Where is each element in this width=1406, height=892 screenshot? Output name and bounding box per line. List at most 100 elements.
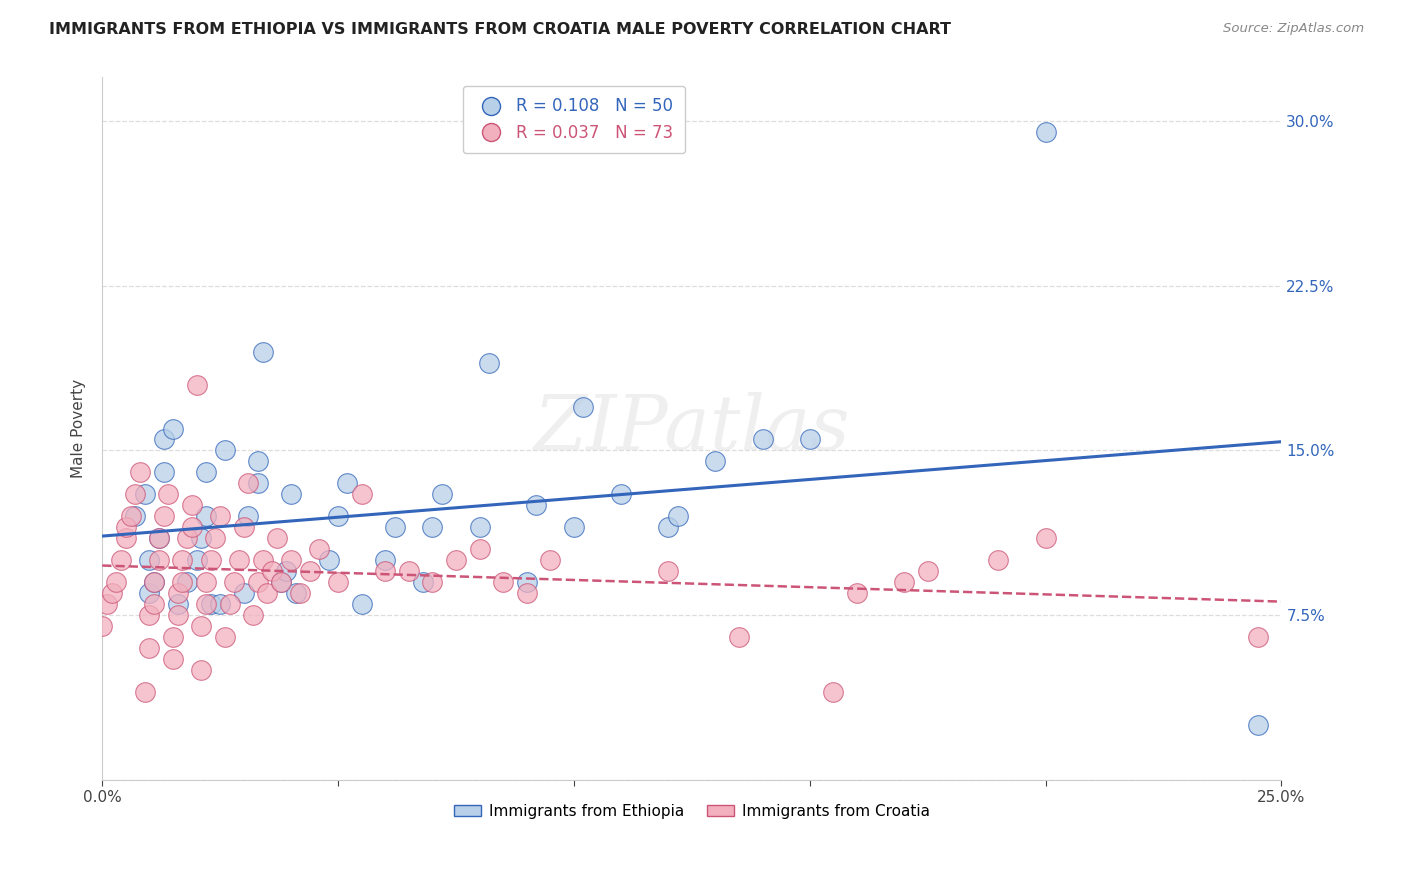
Point bbox=[195, 597, 218, 611]
Point bbox=[209, 597, 232, 611]
Point bbox=[572, 400, 595, 414]
Point bbox=[204, 531, 226, 545]
Point bbox=[238, 476, 260, 491]
Point bbox=[326, 575, 349, 590]
Point bbox=[214, 443, 236, 458]
Point bbox=[290, 586, 312, 600]
Point bbox=[166, 597, 188, 611]
Point bbox=[110, 553, 132, 567]
Point bbox=[195, 466, 218, 480]
Point bbox=[148, 531, 170, 545]
Point bbox=[138, 640, 160, 655]
Point bbox=[195, 575, 218, 590]
Point bbox=[96, 597, 118, 611]
Point bbox=[138, 586, 160, 600]
Point bbox=[610, 487, 633, 501]
Point bbox=[242, 608, 264, 623]
Point bbox=[143, 597, 166, 611]
Point bbox=[751, 433, 773, 447]
Point bbox=[190, 619, 212, 633]
Point bbox=[232, 520, 254, 534]
Point bbox=[298, 564, 321, 578]
Point bbox=[845, 586, 868, 600]
Point bbox=[270, 575, 292, 590]
Point bbox=[412, 575, 434, 590]
Point bbox=[252, 553, 274, 567]
Point bbox=[172, 575, 194, 590]
Point bbox=[799, 433, 821, 447]
Point bbox=[134, 487, 156, 501]
Point bbox=[336, 476, 359, 491]
Point bbox=[148, 531, 170, 545]
Point bbox=[478, 356, 501, 370]
Point bbox=[524, 499, 547, 513]
Point bbox=[893, 575, 915, 590]
Point bbox=[138, 608, 160, 623]
Point bbox=[246, 575, 269, 590]
Text: ZIPatlas: ZIPatlas bbox=[533, 392, 851, 466]
Point bbox=[284, 586, 307, 600]
Point bbox=[190, 663, 212, 677]
Point bbox=[266, 531, 288, 545]
Point bbox=[195, 509, 218, 524]
Text: IMMIGRANTS FROM ETHIOPIA VS IMMIGRANTS FROM CROATIA MALE POVERTY CORRELATION CHA: IMMIGRANTS FROM ETHIOPIA VS IMMIGRANTS F… bbox=[49, 22, 952, 37]
Y-axis label: Male Poverty: Male Poverty bbox=[72, 379, 86, 478]
Point bbox=[350, 487, 373, 501]
Point bbox=[100, 586, 122, 600]
Point bbox=[228, 553, 250, 567]
Point bbox=[246, 454, 269, 468]
Point bbox=[398, 564, 420, 578]
Point bbox=[180, 520, 202, 534]
Point bbox=[246, 476, 269, 491]
Point bbox=[374, 564, 396, 578]
Point bbox=[200, 553, 222, 567]
Point bbox=[134, 685, 156, 699]
Point bbox=[280, 487, 302, 501]
Point bbox=[152, 509, 174, 524]
Point bbox=[657, 564, 679, 578]
Point bbox=[209, 509, 232, 524]
Point bbox=[238, 509, 260, 524]
Point bbox=[666, 509, 689, 524]
Point bbox=[256, 586, 278, 600]
Point bbox=[728, 630, 751, 644]
Point bbox=[1247, 717, 1270, 731]
Point bbox=[422, 575, 444, 590]
Point bbox=[157, 487, 180, 501]
Point bbox=[516, 575, 538, 590]
Point bbox=[190, 531, 212, 545]
Point bbox=[224, 575, 246, 590]
Point bbox=[350, 597, 373, 611]
Point bbox=[444, 553, 467, 567]
Point bbox=[232, 586, 254, 600]
Point bbox=[176, 575, 198, 590]
Point bbox=[200, 597, 222, 611]
Point bbox=[166, 586, 188, 600]
Legend: Immigrants from Ethiopia, Immigrants from Croatia: Immigrants from Ethiopia, Immigrants fro… bbox=[447, 797, 936, 824]
Point bbox=[152, 433, 174, 447]
Point bbox=[374, 553, 396, 567]
Point bbox=[176, 531, 198, 545]
Point bbox=[704, 454, 727, 468]
Point bbox=[143, 575, 166, 590]
Point bbox=[516, 586, 538, 600]
Point bbox=[124, 509, 146, 524]
Point bbox=[276, 564, 298, 578]
Point bbox=[105, 575, 128, 590]
Point bbox=[114, 520, 136, 534]
Point bbox=[430, 487, 453, 501]
Text: Source: ZipAtlas.com: Source: ZipAtlas.com bbox=[1223, 22, 1364, 36]
Point bbox=[492, 575, 515, 590]
Point bbox=[138, 553, 160, 567]
Point bbox=[186, 377, 208, 392]
Point bbox=[162, 421, 184, 435]
Point bbox=[172, 553, 194, 567]
Point bbox=[166, 608, 188, 623]
Point bbox=[214, 630, 236, 644]
Point bbox=[152, 466, 174, 480]
Point bbox=[148, 553, 170, 567]
Point bbox=[308, 542, 330, 557]
Point bbox=[1247, 630, 1270, 644]
Point bbox=[143, 575, 166, 590]
Point bbox=[384, 520, 406, 534]
